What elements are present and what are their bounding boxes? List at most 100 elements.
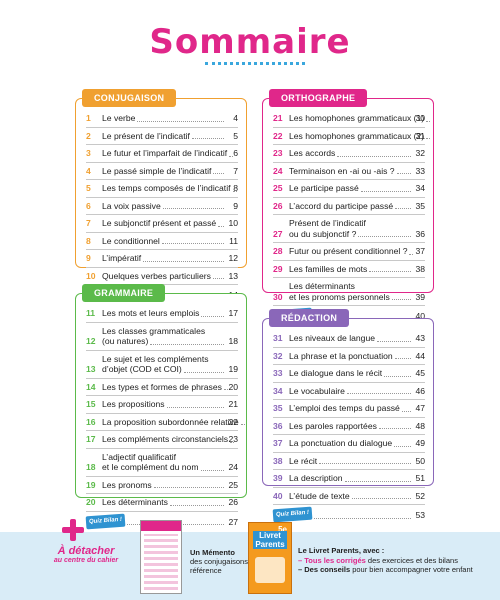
entry-title-text: Les homophones grammaticaux (2) [289,130,425,141]
row-separator [86,447,238,449]
leader-dots [384,375,411,377]
entry-title: Le sujet et les compléments d’objet (COD … [102,354,238,375]
toc-entry[interactable]: 26 L’accord du participe passé 35 [273,201,425,212]
section-redaction: RÉDACTION 31 Les niveaux de langue 43 32 La … [262,309,434,522]
row-separator [273,346,425,348]
toc-entry[interactable]: 25 Le participe passé 34 [273,183,425,194]
entry-title: Terminaison en -ai ou -ais ? [289,166,413,177]
entry-title-text: La voix passive [102,200,161,211]
entry-title-text: Le récit [289,455,318,466]
entry-title: Le participe passé [289,183,413,194]
leader-dots [150,343,224,345]
quiz-bilan-entry[interactable]: Quiz Bilan ! 53 [272,506,425,522]
entry-page: 7 [233,165,238,176]
entry-title: L’adjectif qualificatif et le complément … [102,452,238,473]
toc-entry[interactable]: 10 Quelques verbes particuliers 13 [86,271,238,282]
toc-entry[interactable]: 6 La voix passive 9 [86,201,238,212]
entry-page: 35 [415,200,425,211]
toc-entry[interactable]: 22 Les homophones grammaticaux (2) 31 [273,130,431,142]
leader-dots [161,243,224,244]
toc-entry[interactable]: 36 Les paroles rapportées 48 [273,421,425,432]
entry-title: L’emploi des temps du passé [289,403,413,414]
leader-dots [369,271,411,272]
toc-entry[interactable]: 23 Les accords 32 [273,148,425,159]
entry-number: 9 [86,253,91,263]
toc-entry[interactable]: 35 L’emploi des temps du passé 47 [273,403,425,414]
entry-title-line: Le sujet et les compléments [102,354,238,365]
toc-entry[interactable]: 9 L’impératif 12 [86,253,238,264]
row-separator [86,349,238,351]
toc-entry[interactable]: 12 Les classes grammaticales (ou natures) 1… [86,326,238,347]
toc-entry[interactable]: 1 Le verbe 4 [86,113,238,124]
entry-title: Le futur et l’imparfait de l’indicatif [102,148,234,159]
entry-page: 19 [228,364,238,374]
row-separator [273,399,425,400]
row-separator [273,451,425,453]
toc-entry[interactable]: 32 La phrase et la ponctuation 44 [273,351,425,362]
toc-entry[interactable]: 16 La proposition subordonnée relative 22 [86,417,245,428]
entry-title-text: Le subjonctif présent et passé [102,218,217,228]
leader-dots [409,253,414,255]
entry-title-text: Les déterminants [102,497,168,507]
leader-dots [143,260,224,262]
page-title: Sommaire [149,22,351,62]
toc-entry[interactable]: 38 Le récit 50 [273,456,425,467]
toc-entry[interactable]: 33 Le dialogue dans le récit 45 [273,368,425,379]
entry-title-text: Le verbe [102,113,136,123]
toc-entry[interactable]: 24 Terminaison en -ai ou -ais ? 33 [273,166,425,177]
entry-page: 48 [415,420,425,431]
toc-entry[interactable]: 40 L’étude de texte 52 [273,491,425,502]
toc-entry[interactable]: 21 Les homophones grammaticaux (1) 30 [273,113,431,124]
entry-number: 17 [86,434,96,444]
entry-title-line: et le complément du nom 24 [102,462,238,473]
entry-number: 24 [273,165,283,176]
entry-number: 21 [273,113,283,123]
toc-entry[interactable]: 18 L’adjectif qualificatif et le complémen… [86,452,238,473]
entry-number: 8 [86,235,91,246]
entry-number: 14 [86,381,96,392]
toc-entry[interactable]: 4 Le passé simple de l’indicatif 7 [86,166,238,177]
toc-entry[interactable]: 11 Les mots et leurs emplois 17 [86,308,238,319]
entry-title: Les propositions [102,399,226,410]
toc-entry[interactable]: 3 Le futur et l’imparfait de l’indicatif 6 [86,148,238,159]
entry-page: 52 [415,490,425,501]
memento-description: Un Mémento des conjugaisons de référence [190,548,270,575]
section-header-grammaire: GRAMMAIRE [82,284,166,302]
entry-title: Les accords [289,148,413,159]
toc-entry[interactable]: 27 Présent de l’indicatif ou du subjonctif… [273,218,425,239]
row-separator [86,321,238,323]
row-separator [273,416,425,418]
toc-entry[interactable]: 5 Les temps composés de l’indicatif 8 [86,183,238,194]
entry-title-text: Le passé simple de l’indicatif [102,165,212,176]
row-separator [273,305,425,306]
toc-entry[interactable]: 15 Les propositions 21 [86,399,238,410]
toc-entry[interactable]: 17 Les compléments circonstanciels 23 [86,434,238,445]
entry-page: 23 [228,434,238,444]
toc-entry[interactable]: 14 Les types et formes de phrases 20 [86,382,238,393]
entry-title-text: ou du subjonctif ? [289,228,357,239]
row-separator [273,469,425,470]
toc-entry[interactable]: 8 Le conditionnel 11 [86,236,238,247]
toc-entry[interactable]: 2 Le présent de l’indicatif 5 [86,131,238,142]
toc-entry[interactable]: 7 Le subjonctif présent et passé 10 [86,218,238,229]
toc-entry[interactable]: 28 Futur ou présent conditionnel ? 37 [273,246,425,257]
leader-dots [346,393,411,394]
toc-entry[interactable]: 30 Les déterminants et les pronoms personn… [273,281,425,302]
toc-entry[interactable]: 39 La description 51 [273,473,425,484]
leader-dots [218,225,224,227]
toc-entry[interactable]: 34 Le vocabulaire 46 [273,386,425,397]
toc-entry[interactable]: 13 Le sujet et les compléments d’objet (CO… [86,354,238,375]
toc-entry[interactable]: 19 Les pronoms 25 [86,480,238,491]
toc-entry[interactable]: 29 Les familles de mots 38 [273,264,425,275]
toc-entry[interactable]: 37 La ponctuation du dialogue 49 [273,438,425,449]
entry-title-text: Les compléments circonstanciels [102,434,229,444]
entry-page: 38 [415,263,425,274]
toc-entry[interactable]: 20 Les déterminants 26 [86,497,238,508]
leader-dots [162,208,224,209]
quiz-page: 53 [415,510,425,520]
entry-title-line: ou du subjonctif ? 36 [289,229,425,240]
entry-title-line: Les classes grammaticales [102,326,238,337]
quiz-bilan-badge: Quiz Bilan ! [272,506,313,522]
toc-entry[interactable]: 31 Les niveaux de langue 43 [273,333,425,344]
entry-number: 2 [86,130,91,141]
